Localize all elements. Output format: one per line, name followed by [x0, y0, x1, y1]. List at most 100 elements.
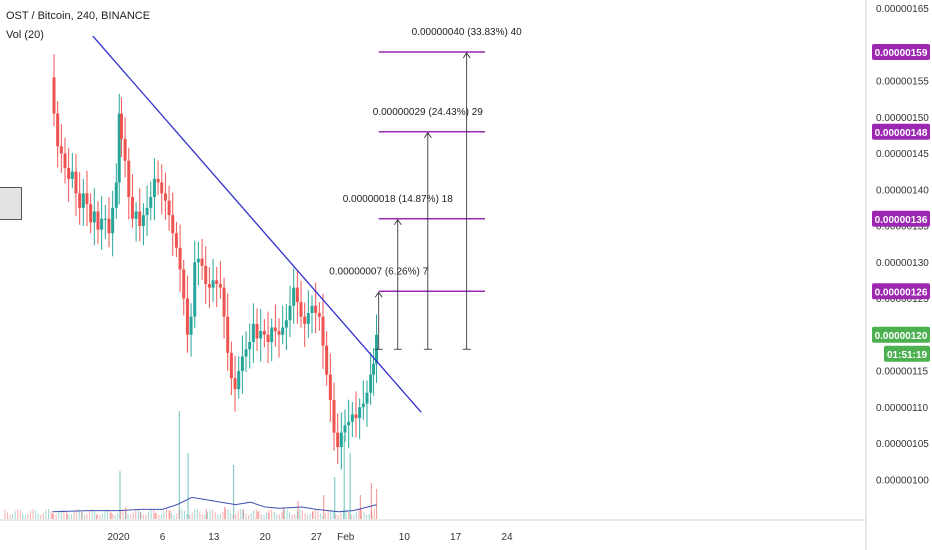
candle-body	[107, 218, 111, 234]
price-tick-label: 0.00000150	[876, 113, 929, 124]
time-tick-label: 27	[311, 532, 323, 543]
candle-body	[123, 139, 127, 161]
target-price-tag-label: 0.00000148	[875, 128, 928, 139]
candle-body	[56, 113, 60, 147]
measure-label: 0.00000040 (33.83%) 40	[412, 27, 523, 38]
candle-body	[343, 425, 347, 433]
candle-body	[336, 432, 340, 448]
candle-body	[299, 302, 303, 317]
measure-arrowhead	[393, 219, 402, 225]
candle-body	[237, 371, 241, 390]
candle-body	[218, 284, 222, 288]
volume-ma-line	[52, 496, 377, 513]
price-tick-label: 0.00000130	[876, 258, 929, 269]
candle-body	[222, 287, 226, 317]
candle-body	[74, 171, 78, 194]
candle-body	[96, 211, 100, 230]
time-tick-label: 20	[260, 532, 272, 543]
target-price-tag-label: 0.00000136	[875, 215, 928, 226]
price-tick-label: 0.00000115	[876, 367, 929, 378]
candle-body	[332, 400, 336, 433]
target-price-tag	[872, 210, 930, 227]
candle-body	[251, 323, 255, 342]
candle-body	[63, 153, 67, 168]
candle-body	[134, 211, 138, 219]
candle-body	[248, 342, 252, 350]
measure-label: 0.00000007 (6.26%) 7	[329, 266, 428, 277]
candle-body	[314, 305, 318, 313]
target-price-tag	[872, 283, 930, 300]
countdown-label: 01:51:19	[887, 350, 927, 361]
panel-toggle-icon[interactable]	[0, 187, 22, 220]
target-price-tag-label: 0.00000159	[875, 48, 928, 59]
candle-body	[127, 160, 131, 197]
price-tick-label: 0.00000135	[876, 222, 929, 233]
measure-arrowhead	[374, 291, 383, 298]
price-tick-label: 0.00000105	[876, 439, 929, 450]
candle-body	[350, 414, 354, 422]
candle-body	[204, 265, 208, 284]
candle-body	[354, 414, 358, 419]
candle-body	[255, 323, 259, 339]
price-tick-label: 0.00000155	[876, 77, 929, 88]
candle-body	[178, 247, 182, 270]
price-tick-label: 0.00000145	[876, 149, 929, 160]
candle-body	[226, 316, 230, 353]
candle-body	[85, 193, 89, 205]
candle-body	[215, 280, 219, 284]
candle-body	[358, 407, 362, 419]
time-tick-label: Feb	[337, 532, 355, 543]
last-price-tag	[872, 326, 930, 343]
candle-body	[240, 356, 244, 371]
time-tick-label: 24	[501, 532, 513, 543]
price-tick-label: 0.00000125	[876, 294, 929, 305]
candle-body	[369, 374, 373, 393]
candle-body	[138, 211, 142, 226]
measure-arrowhead	[462, 52, 471, 59]
candle-body	[70, 171, 74, 179]
candle-body	[189, 316, 193, 335]
candle-body	[372, 363, 376, 375]
candle-body	[174, 233, 178, 248]
candle-body	[317, 313, 321, 317]
candle-body	[103, 218, 107, 220]
candle-body	[185, 298, 189, 335]
candle-body	[306, 313, 310, 324]
measure-label: 0.00000029 (24.43%) 29	[373, 107, 484, 118]
candle-body	[67, 168, 71, 179]
target-price-tag	[872, 123, 930, 140]
candle-body	[207, 284, 211, 288]
candle-body	[284, 320, 288, 328]
candle-body	[211, 280, 215, 288]
candle-body	[89, 204, 93, 223]
target-price-tag-label: 0.00000126	[875, 287, 928, 298]
candle-body	[141, 215, 145, 226]
price-tick-label: 0.00000140	[876, 185, 929, 196]
price-tick-label: 0.00000110	[876, 403, 929, 414]
candle-body	[160, 182, 164, 194]
candle-body	[266, 334, 270, 342]
time-tick-label: 17	[450, 532, 462, 543]
candle-body	[182, 269, 186, 299]
candle-body	[270, 327, 274, 342]
candle-body	[229, 352, 233, 379]
candle-body	[163, 193, 167, 201]
candle-body	[361, 403, 365, 408]
candle-body	[156, 178, 160, 183]
candle-body	[167, 200, 171, 216]
candle-body	[114, 182, 118, 208]
candle-body	[92, 211, 96, 223]
candle-body	[303, 316, 307, 324]
candle-body	[259, 331, 263, 339]
candle-body	[59, 146, 63, 154]
candle-body	[328, 374, 332, 400]
candle-body	[347, 421, 351, 426]
price-axis-bg	[866, 0, 932, 520]
candle-body	[244, 349, 248, 357]
candle-body	[111, 207, 115, 234]
candle-body	[117, 113, 121, 183]
candle-body	[152, 178, 156, 197]
candle-body	[273, 327, 277, 332]
volume-indicator-label[interactable]: Vol (20)	[6, 29, 44, 41]
